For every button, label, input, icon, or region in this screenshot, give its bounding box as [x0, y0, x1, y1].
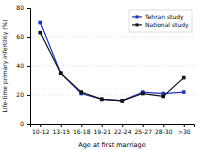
y-axis: 0 20 40 60 80	[16, 4, 30, 127]
x-tick: 19-21	[94, 124, 112, 135]
legend-label: Tehran study	[144, 13, 184, 21]
x-tick: 16-18	[73, 124, 91, 135]
point	[161, 95, 165, 99]
x-tick: >30	[178, 124, 191, 135]
legend-label: National study	[145, 21, 189, 29]
series	[38, 21, 185, 103]
x-tick-mark	[122, 124, 123, 127]
point	[59, 71, 63, 75]
y-tick-label: 60	[16, 33, 24, 40]
x-tick: 10-12	[32, 124, 50, 135]
legend-swatch	[132, 16, 142, 17]
point	[79, 90, 83, 94]
series-line	[40, 23, 184, 101]
point	[141, 92, 145, 96]
y-tick: 60	[16, 33, 30, 40]
x-axis-line	[31, 125, 195, 128]
x-tick-mark	[61, 124, 62, 127]
series	[38, 31, 185, 103]
legend-marker	[136, 15, 139, 18]
x-tick-label: 19-21	[94, 128, 112, 135]
point	[38, 31, 42, 35]
point	[182, 76, 186, 80]
x-tick-mark	[184, 124, 185, 127]
point	[100, 98, 104, 102]
legend: Tehran studyNational study	[129, 10, 192, 32]
chart: 10-1213-1516-1819-2122-2425-2728-30 >30 0 2…	[0, 0, 200, 150]
x-tick-label: 10-12	[32, 128, 50, 135]
y-tick: 0	[20, 120, 30, 127]
y-tick-mark	[27, 95, 30, 96]
x-axis: 10-1213-1516-1819-2122-2425-2728-30 >30	[31, 124, 195, 135]
x-tick-mark	[102, 124, 103, 127]
x-tick: 22-24	[114, 124, 132, 135]
point	[100, 98, 104, 102]
y-tick-label: 80	[16, 4, 24, 11]
point	[38, 21, 42, 25]
grid	[30, 37, 194, 95]
y-tick: 80	[16, 4, 30, 11]
y-axis-title: Life-time primary infertility (%)	[1, 19, 9, 112]
x-tick-mark	[81, 124, 82, 127]
x-tick-label: 16-18	[73, 128, 91, 135]
y-tick-label: 20	[16, 91, 24, 98]
x-tick: 28-30	[155, 124, 173, 135]
grid-line	[30, 66, 194, 67]
grid-line	[30, 95, 194, 96]
x-tick-label: 22-24	[114, 128, 132, 135]
y-tick-mark	[27, 124, 30, 125]
marks	[38, 21, 185, 103]
legend-frame	[129, 10, 192, 32]
y-tick-mark	[27, 66, 30, 67]
y-tick-mark	[27, 8, 30, 9]
x-tick-label: >30	[178, 128, 191, 135]
x-tick-label: 13-15	[53, 128, 71, 135]
y-axis-line	[27, 9, 31, 125]
y-tick: 40	[16, 62, 30, 69]
point	[120, 99, 124, 103]
point	[59, 71, 63, 75]
x-axis-title: Age at first marriage	[78, 141, 145, 149]
point	[182, 90, 186, 94]
grid-line	[30, 37, 194, 38]
y-tick: 20	[16, 91, 30, 98]
legend-swatch	[132, 24, 142, 25]
legend-marker	[136, 23, 139, 26]
legend-items: Tehran studyNational study	[132, 13, 189, 29]
x-tick-label: 25-27	[135, 128, 153, 135]
x-tick-mark	[143, 124, 144, 127]
chart-container: 10-1213-1516-1819-2122-2425-2728-30 >30 0 2…	[0, 0, 200, 150]
point	[120, 99, 124, 103]
legend-item: National study	[132, 21, 189, 29]
series-line	[40, 33, 184, 101]
legend-item: Tehran study	[132, 13, 184, 21]
x-tick-mark	[163, 124, 164, 127]
x-tick-mark	[40, 124, 41, 127]
y-tick-label: 40	[16, 62, 24, 69]
x-tick: 13-15	[53, 124, 71, 135]
plot: 10-1213-1516-1819-2122-2425-2728-30 >30 0 2…	[16, 4, 194, 135]
y-tick-mark	[27, 37, 30, 38]
x-tick: 25-27	[135, 124, 153, 135]
y-tick-label: 0	[20, 120, 24, 127]
x-tick-label: 28-30	[155, 128, 173, 135]
